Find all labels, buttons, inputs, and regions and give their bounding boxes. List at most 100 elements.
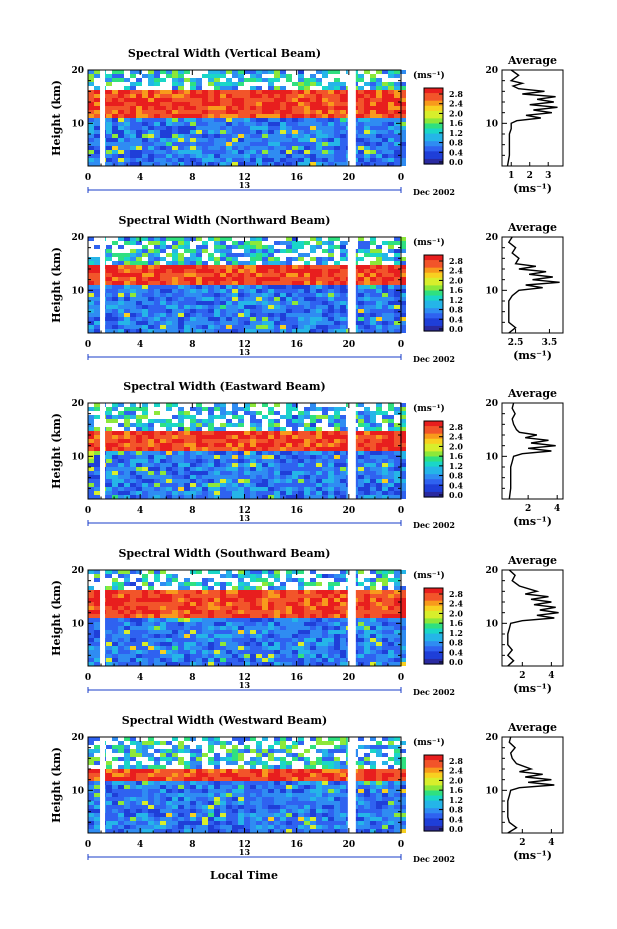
heatmap-cell [394,309,400,313]
heatmap-cell [268,301,274,305]
heatmap-cell [370,582,376,586]
average-y-tick-label: 20 [485,399,498,409]
heatmap-cell [136,439,142,443]
heatmap-cell [238,415,244,419]
heatmap-cell [286,118,292,122]
heatmap-cell [388,479,394,483]
heatmap-cell [328,614,334,618]
heatmap-cell [292,582,298,586]
heatmap-cell [178,594,184,598]
heatmap-cell [238,237,244,241]
heatmap-cell [376,455,382,459]
heatmap-cell [196,329,202,333]
heatmap-cell [268,261,274,265]
heatmap-cell [172,321,178,325]
heatmap-cell [160,447,166,451]
heatmap-cell [184,134,190,138]
heatmap-cell [184,443,190,447]
heatmap-cell [304,471,310,475]
heatmap-cell [322,257,328,261]
x-tick-label: 4 [137,340,143,350]
heatmap-cell [124,594,130,598]
heatmap-cell [244,439,250,443]
heatmap-cell [304,407,310,411]
heatmap-cell [148,261,154,265]
heatmap-cell [112,273,118,277]
heatmap-cell [280,245,286,249]
heatmap-cell [310,241,316,245]
heatmap-cell [244,309,250,313]
heatmap-cell [382,78,388,82]
heatmap-cell [148,289,154,293]
heatmap-cell [292,118,298,122]
heatmap-cell [286,138,292,142]
y-axis-label: Height (km) [50,247,63,323]
heatmap-cell [196,126,202,130]
heatmap-cell [220,70,226,74]
heatmap-cell [124,74,130,78]
heatmap-cells [88,237,406,333]
heatmap-cell [118,578,124,582]
heatmap-cell [202,114,208,118]
heatmap-cell [208,277,214,281]
heatmap-cell [196,491,202,495]
heatmap-cell [298,78,304,82]
heatmap-cell [262,98,268,102]
heatmap-cell [178,245,184,249]
heatmap-cell [358,94,364,98]
heatmap-cell [388,451,394,455]
heatmap-cell [202,98,208,102]
heatmap-cell [196,431,202,435]
heatmap-cell [136,590,142,594]
heatmap-cell [160,427,166,431]
heatmap-cell [106,475,112,479]
heatmap-cell [268,293,274,297]
colorbar-segment [424,262,443,266]
x-tick-label: 0 [398,340,404,350]
heatmap-cell [154,162,160,166]
heatmap-cell [286,114,292,118]
heatmap-cell [142,435,148,439]
heatmap-cell [358,261,364,265]
colorbar-segment [424,303,443,307]
heatmap-cell [304,106,310,110]
heatmap-cell [196,130,202,134]
heatmap-cell [268,134,274,138]
heatmap-cell [154,110,160,114]
heatmap-cell [292,443,298,447]
colorbar-segment [424,479,443,483]
heatmap-cell [190,459,196,463]
heatmap-cell [340,301,346,305]
heatmap-cell [226,618,232,622]
heatmap-cell [298,70,304,74]
heatmap-cell [340,78,346,82]
heatmap-cell [316,281,322,285]
heatmap-cell [262,297,268,301]
heatmap-cell [334,285,340,289]
x-tick-label: 8 [189,340,195,350]
heatmap-cell [370,277,376,281]
heatmap-cell [178,134,184,138]
heatmap-cell [310,297,316,301]
heatmap-cell [244,265,250,269]
heatmap-cell [274,241,280,245]
heatmap-cell [358,463,364,467]
heatmap-cell [142,582,148,586]
heatmap-cell [232,594,238,598]
heatmap-cell [232,431,238,435]
heatmap-cell [376,487,382,491]
heatmap-cell [184,154,190,158]
heatmap-cell [364,329,370,333]
heatmap-cell [268,415,274,419]
heatmap-cell [376,415,382,419]
heatmap-cell [382,491,388,495]
heatmap-cell [184,281,190,285]
heatmap-cell [316,245,322,249]
heatmap-cell [262,427,268,431]
heatmap-cell [160,110,166,114]
heatmap-cell [88,491,94,495]
colorbar-segment [424,88,443,92]
heatmap-cell [154,455,160,459]
heatmap-cell [328,491,334,495]
colorbar-segment [424,105,443,109]
